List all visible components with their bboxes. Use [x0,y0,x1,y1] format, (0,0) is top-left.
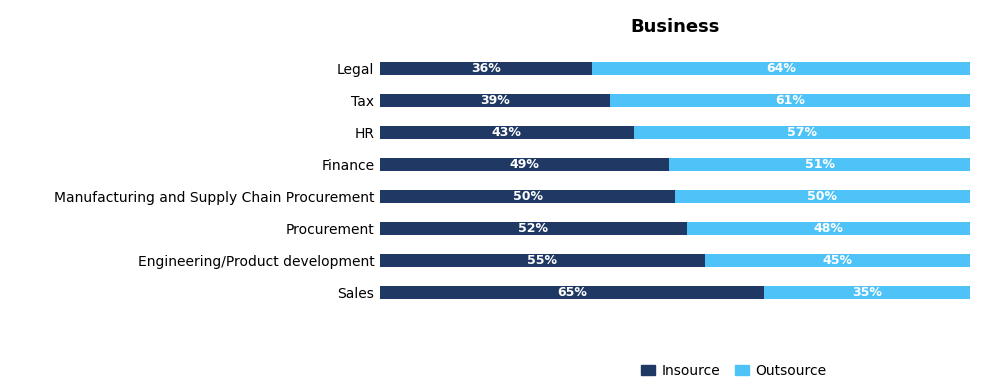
Text: 43%: 43% [492,126,522,139]
Text: 50%: 50% [512,190,542,203]
Bar [380,158,669,170]
Text: 65%: 65% [557,286,587,299]
Bar [610,94,970,107]
Text: 52%: 52% [518,222,548,235]
Text: 36%: 36% [471,62,501,75]
Bar [380,190,675,203]
Bar [380,126,634,139]
Bar [380,62,592,74]
Text: 55%: 55% [527,254,557,267]
Bar [592,62,970,74]
Title: Business: Business [630,18,720,36]
Bar [380,222,687,235]
Bar [380,94,610,107]
Bar [380,286,764,299]
Text: 39%: 39% [480,94,510,107]
Bar [634,126,970,139]
Text: 57%: 57% [787,126,817,139]
Bar [687,222,970,235]
Text: 51%: 51% [805,158,835,171]
Bar [704,254,970,266]
Text: 48%: 48% [813,222,843,235]
Text: 61%: 61% [775,94,805,107]
Text: 35%: 35% [852,286,882,299]
Bar [675,190,970,203]
Text: 64%: 64% [766,62,796,75]
Bar [764,286,970,299]
Text: 50%: 50% [808,190,838,203]
Legend: Insource, Outsource: Insource, Outsource [636,358,832,383]
Bar [380,254,704,266]
Text: 49%: 49% [510,158,539,171]
Bar [669,158,970,170]
Text: 45%: 45% [822,254,852,267]
